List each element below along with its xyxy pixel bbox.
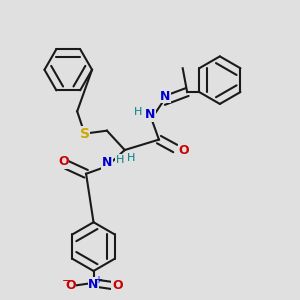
Text: S: S xyxy=(80,127,90,141)
Text: N: N xyxy=(160,90,170,103)
Text: N: N xyxy=(102,156,112,169)
Text: N: N xyxy=(88,278,99,290)
Text: O: O xyxy=(112,279,123,292)
Text: N: N xyxy=(145,108,155,121)
Text: O: O xyxy=(58,155,68,168)
Text: O: O xyxy=(65,279,76,292)
Text: H: H xyxy=(116,155,124,165)
Text: H: H xyxy=(127,153,135,163)
Text: −: − xyxy=(61,276,71,286)
Text: O: O xyxy=(179,143,190,157)
Text: H: H xyxy=(134,107,142,117)
Text: +: + xyxy=(94,275,102,285)
